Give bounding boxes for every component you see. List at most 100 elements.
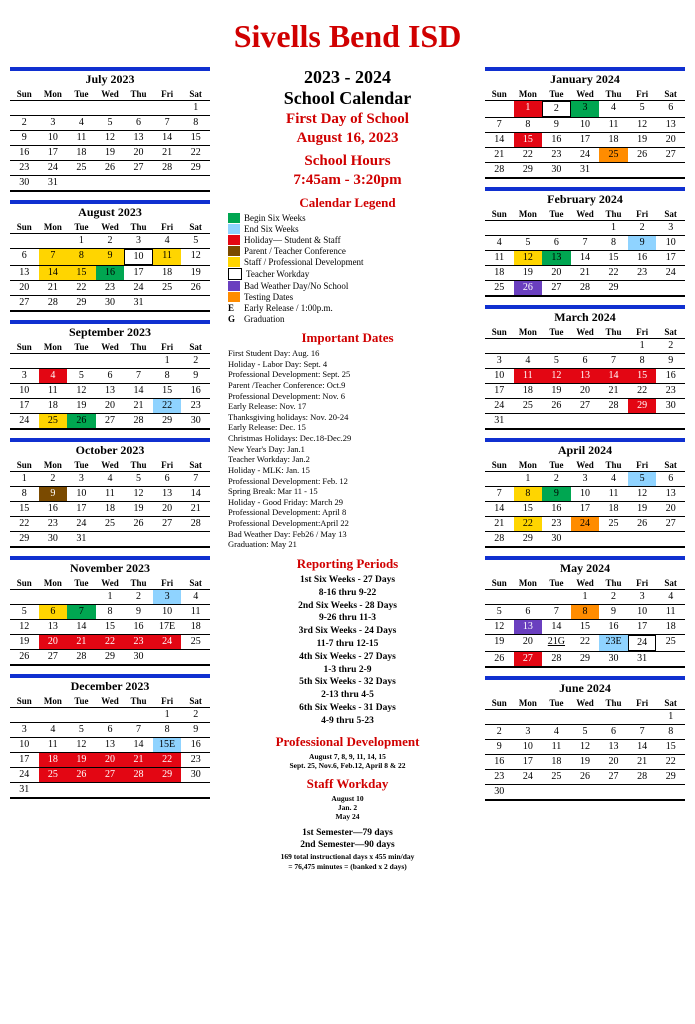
day-cell: 16 <box>124 620 153 635</box>
day-cell: 30 <box>124 650 153 666</box>
text-line: Thanksgiving holidays: Nov. 20-24 <box>228 412 475 423</box>
day-cell: 16 <box>485 755 514 770</box>
first-day-date: August 16, 2023 <box>220 130 475 147</box>
day-cell <box>571 710 600 725</box>
page-title: Sivells Bend ISD <box>10 18 685 55</box>
day-cell: 14 <box>599 369 628 384</box>
day-cell <box>514 339 543 354</box>
month-title: March 2024 <box>485 309 685 326</box>
day-cell: 25 <box>514 399 543 414</box>
dow-header: Thu <box>599 88 628 101</box>
day-cell <box>96 532 125 548</box>
day-cell: 29 <box>628 399 657 414</box>
day-cell: 29 <box>153 768 182 783</box>
day-cell: 26 <box>542 399 571 414</box>
day-cell: 26 <box>96 161 125 176</box>
day-cell: 16 <box>96 266 125 281</box>
day-cell: 30 <box>542 163 571 179</box>
month-block: June 2024SunMonTueWedThuFriSat1234567891… <box>485 676 685 801</box>
day-cell: 21 <box>599 384 628 399</box>
text-line: Holiday - MLK: Jan. 15 <box>228 465 475 476</box>
dow-header: Wed <box>571 697 600 710</box>
month-title: November 2023 <box>10 560 210 577</box>
dow-header: Sat <box>181 221 210 234</box>
day-cell: 11 <box>39 384 68 399</box>
day-cell: 21 <box>485 517 514 532</box>
day-cell: 28 <box>181 517 210 532</box>
dow-header: Wed <box>571 577 600 590</box>
day-cell: 27 <box>39 650 68 666</box>
day-cell: 2 <box>96 234 125 249</box>
day-cell: 2 <box>542 472 571 487</box>
day-cell <box>571 339 600 354</box>
text-line: Professional Development: April 8 <box>228 507 475 518</box>
day-cell: 4 <box>39 723 68 738</box>
day-cell: 27 <box>96 414 125 430</box>
text-line: Sept. 25, Nov.6, Feb.12, April 8 & 22 <box>220 761 475 770</box>
day-cell: 22 <box>96 635 125 650</box>
dow-header: Sun <box>485 208 514 221</box>
day-cell: 20 <box>96 399 125 414</box>
day-cell: 5 <box>124 472 153 487</box>
day-cell: 28 <box>599 399 628 414</box>
dow-header: Sun <box>485 88 514 101</box>
semester-line: 169 total instructional days x 455 min/d… <box>220 852 475 862</box>
day-cell: 10 <box>514 740 543 755</box>
day-cell: 19 <box>514 266 543 281</box>
day-cell: 24 <box>656 266 685 281</box>
day-cell: 28 <box>39 296 68 312</box>
legend-code: E <box>228 303 240 313</box>
dow-header: Wed <box>571 459 600 472</box>
dow-header: Tue <box>542 697 571 710</box>
day-cell: 21G <box>542 635 571 652</box>
day-cell: 2 <box>599 590 628 605</box>
day-cell: 8 <box>10 487 39 502</box>
day-cell <box>67 101 96 116</box>
day-cell: 30 <box>485 785 514 801</box>
day-cell: 20 <box>39 635 68 650</box>
calendar-grid: SunMonTueWedThuFriSat1234567891011121314… <box>485 697 685 801</box>
day-cell: 10 <box>571 487 600 502</box>
day-cell <box>485 101 514 118</box>
month-block: April 2024SunMonTueWedThuFriSat123456789… <box>485 438 685 548</box>
dow-header: Thu <box>124 695 153 708</box>
day-cell <box>514 785 543 801</box>
dow-header: Tue <box>67 577 96 590</box>
day-cell: 8 <box>656 725 685 740</box>
text-line: Professional Development: Feb. 12 <box>228 476 475 487</box>
legend-item: Parent / Teacher Conference <box>228 246 475 256</box>
day-cell: 14 <box>485 502 514 517</box>
day-cell: 28 <box>485 532 514 548</box>
day-cell <box>656 414 685 430</box>
day-cell: 25 <box>542 770 571 785</box>
legend-item: End Six Weeks <box>228 224 475 234</box>
dow-header: Mon <box>39 88 68 101</box>
day-cell: 22 <box>10 517 39 532</box>
day-cell: 6 <box>39 605 68 620</box>
dow-header: Tue <box>67 459 96 472</box>
day-cell <box>485 472 514 487</box>
day-cell: 1 <box>67 234 96 249</box>
legend-label: Bad Weather Day/No School <box>244 281 348 291</box>
text-line: Christmas Holidays: Dec.18-Dec.29 <box>228 433 475 444</box>
dow-header: Sat <box>656 208 685 221</box>
dow-header: Thu <box>124 577 153 590</box>
day-cell: 21 <box>124 753 153 768</box>
hours-title: School Hours <box>220 153 475 170</box>
dow-header: Thu <box>599 697 628 710</box>
day-cell: 24 <box>10 768 39 783</box>
day-cell: 29 <box>67 296 96 312</box>
day-cell: 5 <box>514 236 543 251</box>
day-cell: 17 <box>485 384 514 399</box>
day-cell: 25 <box>39 768 68 783</box>
day-cell: 6 <box>96 369 125 384</box>
dow-header: Tue <box>542 577 571 590</box>
day-cell: 14 <box>124 384 153 399</box>
day-cell <box>181 296 210 312</box>
month-block: February 2024SunMonTueWedThuFriSat123456… <box>485 187 685 297</box>
day-cell: 24 <box>571 517 600 532</box>
text-line: Parent /Teacher Conference: Oct.9 <box>228 380 475 391</box>
day-cell: 30 <box>10 176 39 192</box>
day-cell: 29 <box>96 650 125 666</box>
day-cell <box>96 101 125 116</box>
